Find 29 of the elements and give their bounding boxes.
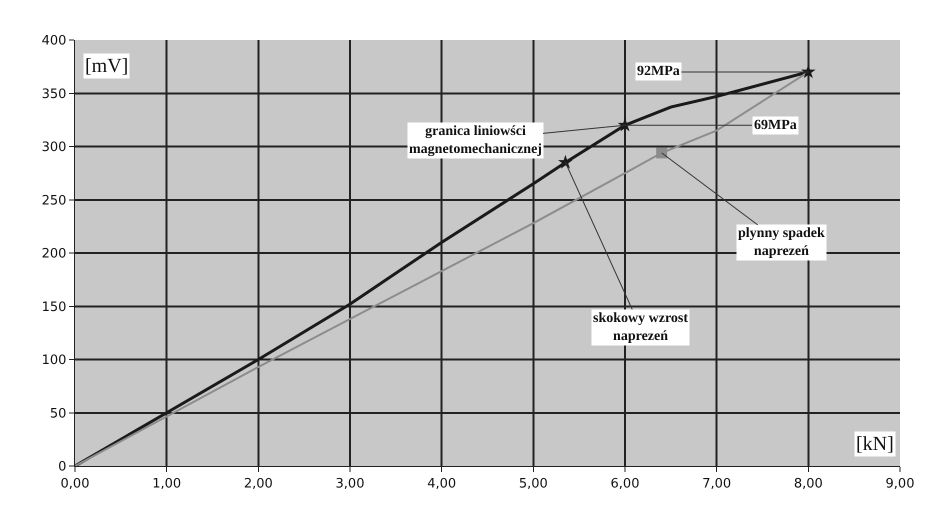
point [656,147,668,158]
point [801,64,816,78]
y-tick-label: 100 [42,353,66,368]
x-tick-label: 8,00 [794,476,823,492]
annotation: skokowy wzrost naprezeń [593,311,688,344]
y-tick-label: 400 [42,34,66,49]
x-tick-label: 0,00 [60,476,90,492]
y-tick-label: 300 [42,140,66,156]
x-tick-label: 4,00 [427,476,456,492]
y-axis-title: [mV] [85,55,128,77]
x-tick-label: 3,00 [336,476,364,492]
y-tick-label: 200 [42,246,66,262]
y-tick-label: 150 [42,300,66,315]
x-tick-label: 1,00 [152,476,182,492]
x-tick-label: 6,00 [610,476,640,492]
annotation: granica liniowści magnetomechanicznej [409,124,542,158]
y-tick-label: 250 [42,193,66,208]
annotation: plynny spadek naprezeń [738,226,825,260]
x-axis-title: [kN] [856,433,894,455]
x-tick-label: 2,00 [244,476,273,492]
annotation: 92MPa [637,64,680,79]
x-tick-label: 5,00 [518,476,548,492]
y-tick-label: 350 [42,86,66,102]
point [558,154,573,169]
y-tick-label: 50 [50,406,66,422]
x-tick-label: 7,00 [702,476,732,492]
x-tick-label: 9,00 [886,476,914,492]
y-tick-label: 0 [58,460,66,475]
annotation: 69MPa [754,118,797,133]
